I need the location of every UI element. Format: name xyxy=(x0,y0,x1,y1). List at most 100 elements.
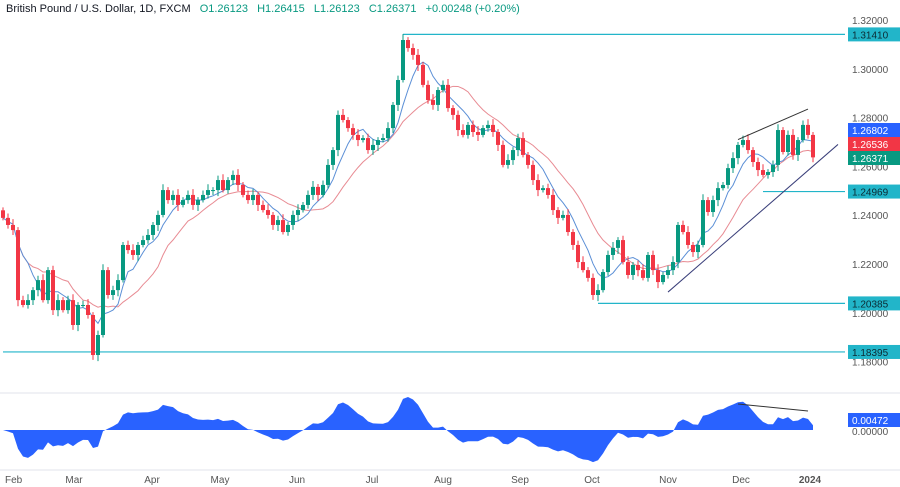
candle-body xyxy=(696,244,700,253)
candle-body xyxy=(721,184,725,189)
candle-body xyxy=(21,300,25,305)
candle-body xyxy=(151,224,155,235)
candle-body xyxy=(466,124,470,135)
candle-body xyxy=(381,138,385,141)
candle-body xyxy=(451,108,455,115)
candle-body xyxy=(801,124,805,141)
candle-body xyxy=(321,184,325,195)
candle-body xyxy=(271,214,275,225)
candle-body xyxy=(221,180,225,191)
candle-body xyxy=(416,54,420,65)
candle-body xyxy=(351,128,355,135)
x-tick-label: Jul xyxy=(366,475,379,486)
candle-body xyxy=(701,200,705,245)
candle-body xyxy=(536,180,540,191)
candle-body xyxy=(16,230,20,301)
price-tag-label: 1.26802 xyxy=(852,126,889,137)
candle-body xyxy=(581,262,585,271)
candle-body xyxy=(281,220,285,233)
support-trendline xyxy=(667,144,839,293)
candle-body xyxy=(471,124,475,132)
level-price-label: 1.20385 xyxy=(852,299,889,310)
candle-body xyxy=(611,247,615,255)
candle-body xyxy=(656,270,660,283)
candle-body xyxy=(526,154,530,165)
level-price-label: 1.24969 xyxy=(852,188,889,199)
y-tick-label: 1.32000 xyxy=(852,16,889,27)
fast-ma-line xyxy=(2,61,814,325)
candle-body xyxy=(426,84,430,101)
candle-body xyxy=(566,214,570,233)
candle-body xyxy=(216,180,220,191)
candle-body xyxy=(576,244,580,263)
candle-body xyxy=(141,240,145,245)
x-tick-label: Apr xyxy=(144,475,160,486)
candle-body xyxy=(531,164,535,181)
candle-body xyxy=(261,204,265,211)
y-tick-label: 1.30000 xyxy=(852,65,889,76)
candle-body xyxy=(791,134,795,155)
candle-body xyxy=(546,188,550,195)
candle-body xyxy=(561,214,565,218)
oscillator-value-tag xyxy=(848,413,900,427)
candle-body xyxy=(731,158,735,169)
divergence-line xyxy=(737,403,809,412)
candle-body xyxy=(251,194,255,201)
candle-body xyxy=(276,220,280,225)
x-tick-label: Oct xyxy=(584,475,600,486)
candle-body xyxy=(6,217,10,225)
candle-body xyxy=(511,150,515,161)
candle-body xyxy=(361,138,365,141)
candle-body xyxy=(541,188,545,191)
candle-body xyxy=(176,194,180,205)
candle-body xyxy=(326,164,330,185)
candle-body xyxy=(26,300,30,305)
candle-body xyxy=(646,254,650,278)
candle-body xyxy=(556,210,560,218)
candle-body xyxy=(111,290,115,295)
candle-body xyxy=(501,144,505,165)
level-price-label: 1.18395 xyxy=(852,348,889,359)
oscillator-area xyxy=(3,396,813,463)
candle-body xyxy=(36,280,40,291)
oscillator-value-label: 0.00472 xyxy=(852,416,889,427)
candle-body xyxy=(741,140,745,145)
candle-body xyxy=(401,40,405,81)
candle-body xyxy=(91,314,95,356)
x-tick-label: Dec xyxy=(732,475,750,486)
candle-body xyxy=(171,194,175,201)
symbol-title: British Pound / U.S. Dollar, 1D, FXCM xyxy=(6,3,191,15)
candle-body xyxy=(191,194,195,205)
candle-body xyxy=(706,200,710,213)
candle-body xyxy=(231,174,235,181)
candle-body xyxy=(101,270,105,336)
candle-body xyxy=(146,234,150,241)
candle-body xyxy=(331,150,335,165)
candle-body xyxy=(201,194,205,201)
candle-body xyxy=(296,210,300,215)
candle-body xyxy=(811,134,815,158)
candle-body xyxy=(516,138,520,151)
candle-body xyxy=(621,240,625,263)
candle-body xyxy=(671,262,675,271)
candle-body xyxy=(496,131,500,145)
candle-body xyxy=(751,150,755,163)
candle-body xyxy=(761,170,765,175)
candle-body xyxy=(386,128,390,139)
candle-body xyxy=(196,200,200,205)
x-tick-label: Aug xyxy=(434,475,452,486)
candle-body xyxy=(336,114,340,151)
candle-body xyxy=(186,194,190,201)
candle-body xyxy=(356,134,360,141)
close-value: C1.26371 xyxy=(368,3,417,15)
low-value: L1.26123 xyxy=(313,3,360,15)
oscillator-zero-label: 0.00000 xyxy=(852,427,889,438)
candle-body xyxy=(396,80,400,105)
candle-body xyxy=(316,186,320,195)
candle-body xyxy=(76,304,80,325)
x-tick-label: Jun xyxy=(289,475,305,486)
candle-body xyxy=(651,254,655,271)
candle-body xyxy=(56,300,60,311)
candle-body xyxy=(311,186,315,195)
